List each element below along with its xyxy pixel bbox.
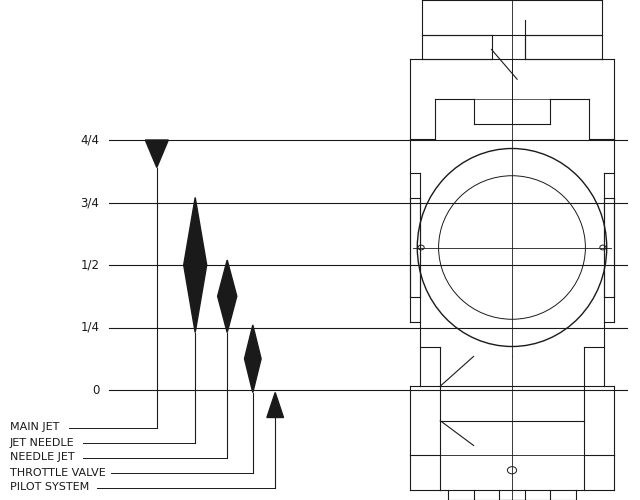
Text: MAIN JET: MAIN JET	[10, 422, 59, 432]
Text: JET NEEDLE: JET NEEDLE	[10, 438, 74, 448]
Text: 0: 0	[92, 384, 99, 396]
Text: 1/4: 1/4	[80, 321, 99, 334]
Polygon shape	[267, 392, 284, 417]
Text: PILOT SYSTEM: PILOT SYSTEM	[10, 482, 89, 492]
Polygon shape	[145, 140, 168, 168]
Text: 1/2: 1/2	[80, 258, 99, 272]
Polygon shape	[184, 198, 207, 332]
Polygon shape	[244, 325, 261, 392]
Text: 3/4: 3/4	[81, 196, 99, 209]
Text: 4/4: 4/4	[80, 134, 99, 146]
Text: THROTTLE VALVE: THROTTLE VALVE	[10, 468, 106, 477]
Polygon shape	[218, 260, 237, 332]
Text: NEEDLE JET: NEEDLE JET	[10, 452, 74, 462]
